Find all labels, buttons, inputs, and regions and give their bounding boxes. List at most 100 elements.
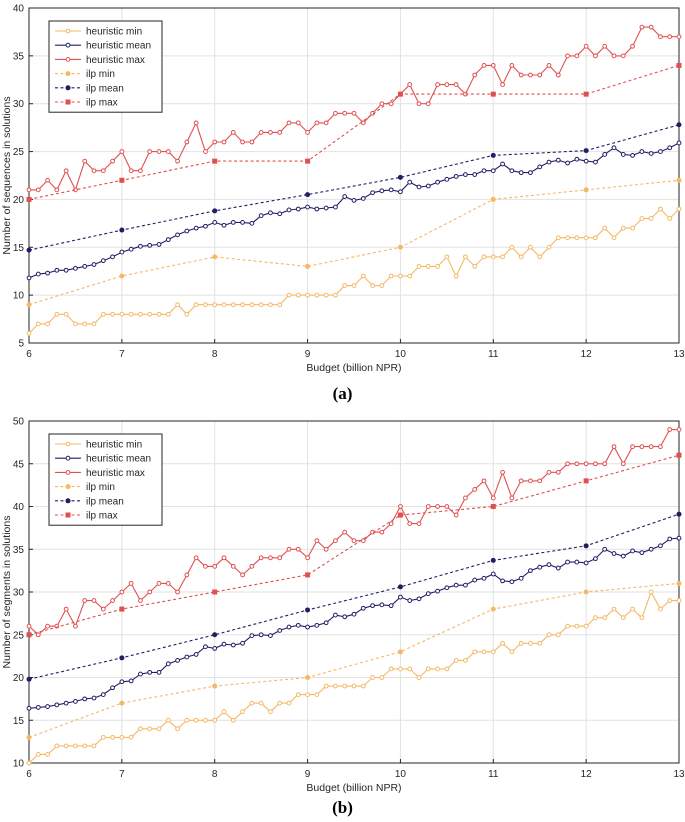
x-tick-label: 11	[488, 769, 499, 780]
data-point	[230, 130, 236, 135]
data-point	[630, 606, 635, 612]
data-point	[91, 168, 97, 174]
data-point	[221, 709, 227, 715]
data-point	[648, 546, 654, 552]
data-point	[481, 649, 487, 655]
data-point	[277, 700, 283, 706]
data-point	[565, 235, 570, 241]
data-point	[305, 555, 310, 561]
data-point	[73, 623, 78, 629]
legend-label-ilp-mean: ilp mean	[86, 83, 124, 94]
plot-area-frame	[28, 7, 680, 344]
data-point	[165, 661, 171, 667]
data-point	[230, 717, 236, 723]
data-point	[35, 187, 41, 193]
data-point	[35, 632, 41, 638]
legend-label-ilp-mean: ilp mean	[86, 496, 124, 507]
data-point	[416, 101, 422, 107]
data-point	[268, 210, 273, 216]
data-point	[435, 504, 440, 509]
data-point	[26, 247, 32, 253]
data-point	[230, 642, 236, 648]
x-tick-label: 12	[581, 349, 593, 360]
data-point	[258, 632, 264, 638]
data-point	[518, 478, 524, 484]
data-point	[128, 311, 134, 317]
data-point	[583, 91, 589, 97]
data-point	[295, 206, 301, 212]
data-point	[277, 211, 283, 217]
data-point	[555, 469, 561, 475]
data-point	[63, 700, 69, 706]
data-point	[360, 538, 366, 544]
data-point	[193, 120, 199, 126]
data-point	[277, 302, 283, 308]
data-point	[360, 120, 366, 126]
data-point	[676, 140, 682, 146]
data-point	[26, 705, 32, 711]
data-point	[119, 655, 125, 661]
x-tick-label: 7	[119, 769, 125, 780]
series-heuristic-min	[26, 589, 682, 766]
data-point	[435, 82, 440, 87]
data-point	[100, 606, 106, 612]
y-axis-label: Number of segments in solutions	[1, 516, 13, 669]
data-point	[444, 504, 450, 509]
data-point	[323, 683, 329, 689]
data-point	[26, 734, 32, 740]
data-point	[583, 235, 589, 241]
data-point	[258, 213, 264, 219]
data-point	[630, 43, 635, 49]
series-line-ilp-min	[28, 582, 680, 738]
legend-box	[48, 433, 163, 526]
data-point	[397, 244, 403, 250]
data-point	[490, 254, 496, 260]
data-point	[518, 254, 524, 260]
data-point	[147, 149, 153, 154]
series-ilp-max	[26, 452, 682, 638]
data-point	[509, 168, 515, 174]
data-point	[583, 589, 589, 595]
data-point	[630, 153, 635, 158]
data-point	[314, 538, 320, 544]
data-point	[435, 666, 440, 672]
data-point	[639, 444, 645, 450]
data-point	[119, 227, 125, 233]
data-point	[175, 589, 180, 595]
data-point	[398, 504, 403, 509]
data-point	[314, 206, 320, 212]
data-point	[26, 632, 32, 638]
data-point	[45, 704, 50, 709]
data-point	[258, 700, 264, 706]
data-point	[286, 120, 292, 126]
data-point	[305, 675, 311, 680]
data-point	[388, 603, 394, 609]
data-point	[379, 675, 385, 680]
data-point	[528, 568, 533, 574]
data-point	[463, 658, 468, 663]
data-point	[435, 588, 440, 594]
data-point	[630, 548, 635, 554]
data-point	[658, 543, 663, 549]
data-point	[676, 511, 682, 517]
data-point	[397, 649, 403, 655]
data-point	[193, 225, 199, 231]
series-line-ilp-min	[28, 179, 680, 306]
legend-label-heuristic-mean: heuristic mean	[86, 41, 151, 52]
data-point	[509, 495, 515, 501]
data-point	[175, 726, 180, 732]
x-tick-label: 6	[26, 769, 32, 780]
data-point	[277, 628, 283, 633]
y-tick-label: 25	[13, 630, 25, 641]
data-point	[360, 605, 366, 611]
data-point	[249, 700, 255, 706]
series-ilp-mean	[26, 511, 682, 682]
data-point	[518, 575, 524, 581]
data-point	[351, 283, 357, 288]
data-point	[620, 461, 626, 467]
data-point	[388, 273, 394, 279]
data-point	[165, 581, 171, 586]
data-point	[268, 555, 273, 561]
y-tick-label: 40	[13, 4, 25, 15]
data-point	[26, 623, 32, 629]
